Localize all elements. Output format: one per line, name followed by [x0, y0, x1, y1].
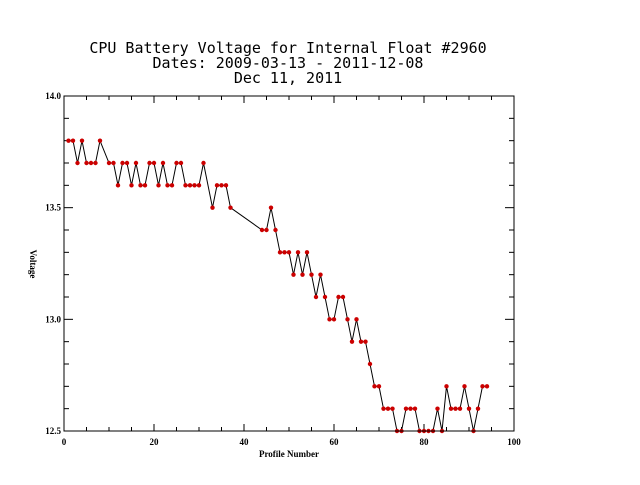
data-point [453, 406, 458, 411]
data-point [336, 294, 341, 300]
x-axis-label: Profile Number [259, 449, 319, 459]
data-point [219, 183, 224, 188]
data-point [435, 406, 440, 411]
data-point [70, 138, 76, 143]
x-tick-label: 80 [420, 437, 430, 447]
data-point [142, 183, 148, 188]
data-point [165, 183, 170, 188]
data-point [367, 361, 373, 367]
data-point [381, 406, 386, 411]
data-point [363, 339, 368, 344]
data-point [448, 406, 454, 411]
data-point [268, 205, 274, 210]
data-point [201, 160, 206, 166]
y-axis-label: Voltage [28, 250, 38, 279]
data-point [115, 183, 121, 188]
data-point [340, 294, 346, 300]
y-tick-label: 13.0 [45, 314, 61, 324]
data-point [88, 160, 94, 166]
data-point [291, 272, 296, 277]
data-point [228, 205, 233, 210]
data-point [349, 339, 355, 344]
data-point [318, 272, 323, 277]
data-point [138, 183, 143, 188]
data-point [174, 160, 179, 166]
data-point [156, 183, 161, 188]
data-point [304, 250, 310, 255]
data-point [412, 406, 418, 411]
data-point [111, 160, 116, 166]
data-point [475, 406, 481, 411]
data-point [210, 205, 215, 210]
data-point [282, 250, 287, 255]
data-point [147, 160, 152, 166]
data-point [331, 317, 337, 322]
x-tick-label: 0 [62, 437, 67, 447]
data-point [345, 317, 350, 322]
data-point [93, 160, 98, 166]
data-point [66, 138, 71, 143]
data-point [327, 317, 332, 322]
x-tick-label: 40 [240, 437, 250, 447]
data-point [466, 406, 472, 411]
chart-title-line-1: CPU Battery Voltage for Internal Float #… [89, 39, 486, 57]
data-point [403, 406, 409, 411]
data-point [309, 272, 314, 277]
data-point [300, 272, 305, 277]
data-point [120, 160, 125, 166]
data-point [259, 227, 265, 233]
data-point [151, 160, 157, 166]
data-point [385, 406, 391, 411]
chart-title-line-2: Dates: 2009-03-13 - 2011-12-08 [153, 54, 424, 72]
data-point [264, 227, 269, 233]
data-point [376, 384, 382, 389]
x-tick-label: 100 [507, 437, 521, 447]
data-point [178, 160, 184, 166]
plot-frame [63, 95, 515, 432]
data-point [183, 183, 188, 188]
data-point [295, 250, 301, 255]
data-point [462, 384, 467, 389]
data-point [192, 183, 197, 188]
data-point [273, 227, 278, 233]
data-point [106, 160, 112, 166]
data-point [322, 294, 328, 300]
data-point [79, 138, 85, 143]
data-point [133, 160, 139, 166]
y-tick-label: 14.0 [45, 91, 61, 101]
data-point [97, 138, 103, 143]
data-point [75, 160, 80, 166]
y-tick-label: 12.5 [45, 426, 61, 436]
x-tick-label: 60 [330, 437, 340, 447]
data-point [160, 160, 166, 166]
data-point [214, 183, 220, 188]
y-tick-label: 13.5 [45, 203, 61, 213]
data-point [372, 384, 377, 389]
data-point [484, 384, 490, 389]
data-point [408, 406, 413, 411]
data-point [187, 183, 193, 188]
data-point [84, 160, 89, 166]
data-point [196, 183, 202, 188]
data-point [223, 183, 229, 188]
data-point [358, 339, 364, 344]
data-point [129, 183, 134, 188]
data-point [277, 250, 283, 255]
data-point [169, 183, 175, 188]
data-point [286, 250, 292, 255]
data-point [354, 317, 359, 322]
data-point [444, 384, 449, 389]
x-tick-label: 20 [150, 437, 160, 447]
data-point [313, 294, 319, 300]
chart-title-line-3: Dec 11, 2011 [234, 69, 342, 87]
data-point [457, 406, 463, 411]
data-point [124, 160, 130, 166]
data-point [480, 384, 485, 389]
data-point [390, 406, 395, 411]
